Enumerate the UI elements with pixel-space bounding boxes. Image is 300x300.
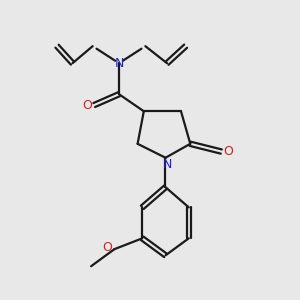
Text: N: N [114,57,124,70]
Text: N: N [162,158,172,171]
Text: O: O [82,99,92,112]
Text: O: O [103,241,112,254]
Text: O: O [223,145,233,158]
